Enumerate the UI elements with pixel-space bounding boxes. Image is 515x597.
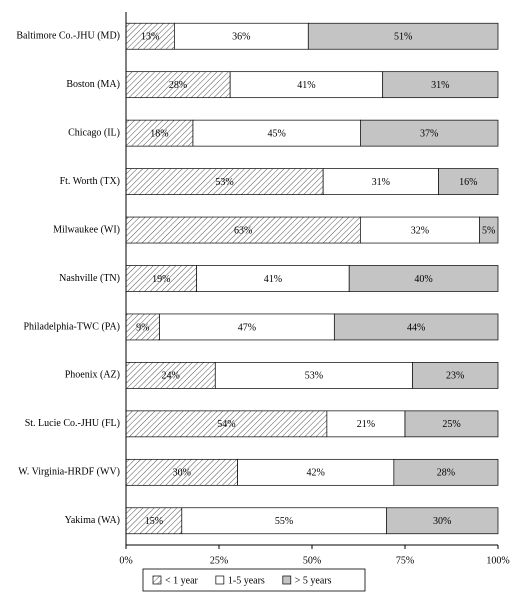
- value-label: 41%: [264, 274, 282, 285]
- y-tick-label: Baltimore Co.-JHU (MD): [16, 31, 120, 42]
- bar-segment: [382, 71, 499, 99]
- legend-label: > 5 years: [295, 575, 332, 586]
- bar-segment: [125, 119, 194, 147]
- bar-segment: [412, 362, 499, 389]
- value-label: 53%: [305, 371, 323, 382]
- y-tick-label: St. Lucie Co.-JHU (FL): [25, 418, 120, 429]
- value-label: 47%: [238, 322, 256, 333]
- bar-segment: [229, 71, 384, 99]
- bar-segment: [348, 265, 499, 292]
- bar-segment: [174, 22, 309, 50]
- y-tick-label: Phoenix (AZ): [65, 370, 120, 381]
- value-label: 41%: [297, 80, 315, 91]
- value-label: 15%: [145, 516, 163, 527]
- value-label: 31%: [372, 177, 390, 188]
- bar-segment: [404, 410, 499, 438]
- value-label: 42%: [307, 468, 325, 479]
- bar-segment: [333, 313, 499, 341]
- bar-segment: [125, 22, 175, 50]
- legend-swatch: [152, 575, 162, 585]
- bar-segment: [393, 458, 499, 486]
- value-label: 28%: [169, 80, 187, 91]
- value-label: 9%: [136, 322, 149, 333]
- y-tick-label: Boston (MA): [66, 79, 120, 90]
- x-tick-label: 0%: [119, 555, 132, 566]
- legend-box: [142, 568, 366, 592]
- value-label: 45%: [267, 128, 285, 139]
- bar-segment: [159, 313, 335, 341]
- bar-segment: [125, 168, 324, 195]
- value-label: 19%: [152, 274, 170, 285]
- bar-segment: [307, 22, 499, 50]
- value-label: 36%: [232, 32, 250, 43]
- value-label: 21%: [357, 419, 375, 430]
- value-label: 5%: [482, 225, 495, 236]
- bar-segment: [196, 265, 350, 292]
- value-label: 51%: [394, 32, 412, 43]
- bar-segment: [360, 119, 499, 147]
- bar-segment: [125, 410, 328, 438]
- bar-segment: [192, 119, 361, 147]
- value-label: 37%: [420, 128, 438, 139]
- value-label: 53%: [215, 177, 233, 188]
- y-tick-label: Ft. Worth (TX): [60, 176, 120, 187]
- bar-segment: [125, 313, 160, 341]
- legend-label: < 1 year: [165, 575, 199, 586]
- bar-segment: [479, 216, 499, 244]
- bar-segment: [125, 362, 216, 389]
- value-label: 30%: [433, 516, 451, 527]
- value-label: 31%: [431, 80, 449, 91]
- y-tick-label: Nashville (TN): [59, 273, 120, 284]
- value-label: 23%: [446, 371, 464, 382]
- value-label: 44%: [407, 322, 425, 333]
- bar-segment: [326, 410, 406, 438]
- value-label: 30%: [173, 468, 191, 479]
- legend-swatch: [282, 575, 292, 585]
- y-tick-label: Yakima (WA): [65, 515, 120, 526]
- value-label: 28%: [437, 468, 455, 479]
- legend-swatch: [215, 575, 225, 585]
- bar-segment: [125, 507, 183, 535]
- bar-segment: [214, 362, 413, 389]
- bar-segment: [386, 507, 499, 535]
- legend-label: 1-5 years: [228, 575, 265, 586]
- bar-segment: [438, 168, 499, 195]
- value-label: 16%: [459, 177, 477, 188]
- bar-segment: [125, 216, 361, 244]
- y-tick-label: Milwaukee (WI): [53, 224, 120, 235]
- value-label: 32%: [411, 225, 429, 236]
- value-label: 24%: [161, 371, 179, 382]
- value-label: 54%: [217, 419, 235, 430]
- value-label: 55%: [275, 516, 293, 527]
- value-label: 13%: [141, 32, 159, 43]
- y-tick-label: Philadelphia-TWC (PA): [23, 321, 120, 332]
- x-tick-label: 75%: [396, 555, 414, 566]
- x-tick-label: 25%: [210, 555, 228, 566]
- value-label: 25%: [442, 419, 460, 430]
- x-tick-label: 100%: [486, 555, 509, 566]
- bar-segment: [360, 216, 480, 244]
- x-tick-label: 50%: [303, 555, 321, 566]
- value-label: 18%: [150, 128, 168, 139]
- value-label: 63%: [234, 225, 252, 236]
- value-label: 40%: [414, 274, 432, 285]
- bar-segment: [125, 265, 198, 292]
- y-tick-label: Chicago (IL): [68, 127, 120, 138]
- y-tick-label: W. Virginia-HRDF (WV): [18, 467, 120, 478]
- bar-segment: [181, 507, 387, 535]
